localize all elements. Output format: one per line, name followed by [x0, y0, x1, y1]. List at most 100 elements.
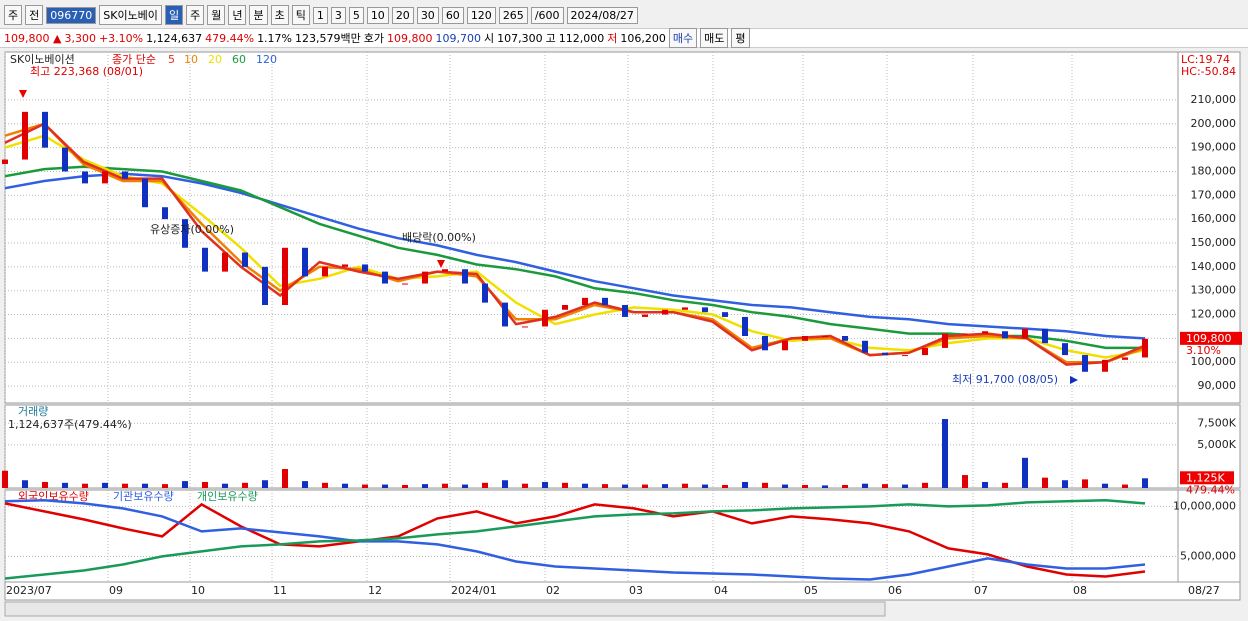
legend-entry: 20 [208, 53, 222, 66]
scrollbar [4, 601, 886, 617]
y-tick-label: 210,000 [1191, 93, 1237, 106]
candle [242, 252, 248, 267]
candle [582, 297, 588, 305]
volume-bar [922, 482, 928, 488]
quote-item[interactable]: 매수 [668, 28, 698, 48]
quote-item: 479.44% [205, 31, 255, 45]
legend-entry: 5 [168, 53, 175, 66]
candle [442, 269, 448, 272]
candle [102, 171, 108, 184]
candle [342, 264, 348, 267]
candle [642, 314, 648, 317]
y-tick-label: 7,500K [1197, 416, 1236, 429]
candle [822, 335, 828, 337]
toolbar-item[interactable]: 1 [312, 6, 328, 24]
volume-bar [802, 484, 808, 488]
candle [82, 171, 88, 184]
marker-arrow [437, 260, 445, 268]
volume-label: 1,125K [1186, 471, 1225, 484]
legend-entry: 기관보유수량 [113, 490, 174, 503]
volume-bar [122, 483, 128, 488]
toolbar-item[interactable]: 전 [25, 5, 44, 25]
y-tick-label: 170,000 [1191, 188, 1237, 201]
volume-bar [2, 470, 8, 488]
corner-label: LC:19.74 [1181, 53, 1230, 66]
volume-bar [342, 483, 348, 488]
x-tick-label: 04 [714, 584, 728, 597]
quote-item: 109,800 ▲ [4, 31, 62, 45]
toolbar-item[interactable]: 120 [466, 6, 496, 24]
candle [142, 178, 148, 208]
toolbar-item[interactable]: 주 [186, 5, 205, 25]
toolbar-item[interactable]: 3 [330, 6, 346, 24]
volume-bar [1082, 479, 1088, 488]
volume-bar [462, 484, 468, 488]
volume-bar [162, 484, 168, 488]
quote-item: 고 [545, 32, 556, 45]
change-label: 3.10% [1186, 344, 1221, 357]
ma-line [4, 502, 1146, 578]
legend-entry: 10 [184, 53, 198, 66]
x-tick-label: 2024/01 [451, 584, 497, 597]
candle [1042, 328, 1048, 344]
toolbar-item[interactable]: 초 [270, 5, 289, 25]
candle [922, 347, 928, 356]
candle [162, 207, 168, 220]
toolbar-item[interactable]: 월 [207, 5, 226, 25]
x-tick-label: 09 [109, 584, 123, 597]
volume-bar [222, 483, 228, 488]
quote-item: 106,200 [620, 31, 666, 45]
candle [782, 340, 788, 351]
x-tick-label: 08/27 [1188, 584, 1220, 597]
toolbar-item[interactable]: 30 [416, 6, 439, 24]
toolbar-item[interactable]: 265 [498, 6, 528, 24]
toolbar-item[interactable]: SK이노베이 [99, 5, 162, 25]
candle [602, 297, 608, 305]
volume-box [1180, 471, 1234, 485]
volume-bar [362, 484, 368, 488]
x-tick-label: 05 [804, 584, 818, 597]
ma-line [4, 165, 1145, 350]
x-tick-label: 07 [974, 584, 988, 597]
volume-bar [302, 481, 308, 488]
toolbar-item[interactable]: 5 [348, 6, 364, 24]
volume-bar [22, 480, 28, 488]
volume-bar [62, 482, 68, 488]
volume-bar [742, 481, 748, 488]
toolbar-item[interactable]: 틱 [291, 5, 310, 25]
y-tick-label: 90,000 [1198, 379, 1237, 392]
volume-bar [182, 481, 188, 488]
change-label: 479.44% [1186, 483, 1235, 496]
volume-bar [882, 484, 888, 488]
toolbar-item[interactable]: /600 [530, 6, 564, 24]
toolbar-item[interactable]: 일 [164, 5, 184, 25]
candle [1002, 331, 1008, 339]
x-tick-label: 06 [888, 584, 902, 597]
candle [1122, 357, 1128, 360]
candle [682, 307, 688, 310]
candle [562, 304, 568, 310]
candle [482, 283, 488, 303]
toolbar-item[interactable]: 주 [4, 5, 23, 25]
x-axis-band [4, 581, 1241, 601]
toolbar-item[interactable]: 096770 [46, 6, 97, 24]
toolbar-item[interactable]: 60 [441, 6, 464, 24]
volume-bar [442, 483, 448, 488]
y-tick-label: 10,000,000 [1173, 499, 1236, 512]
candle [762, 335, 768, 351]
toolbar-item[interactable]: 년 [228, 5, 247, 25]
marker-arrow [1070, 376, 1078, 384]
quote-item[interactable]: 평 [731, 28, 750, 48]
toolbar-item[interactable]: 10 [366, 6, 389, 24]
toolbar-item[interactable]: 분 [249, 5, 268, 25]
toolbar-item[interactable]: 2024/08/27 [566, 6, 638, 24]
quote-item: 호가 [363, 32, 384, 45]
volume-bar [762, 482, 768, 488]
candle [662, 309, 668, 315]
toolbar-item[interactable]: 20 [391, 6, 414, 24]
volume-bar [42, 481, 48, 488]
volume-bar [82, 483, 88, 488]
candle [202, 247, 208, 272]
quote-item: 1,124,637 [146, 31, 203, 45]
quote-item[interactable]: 매도 [700, 28, 729, 48]
